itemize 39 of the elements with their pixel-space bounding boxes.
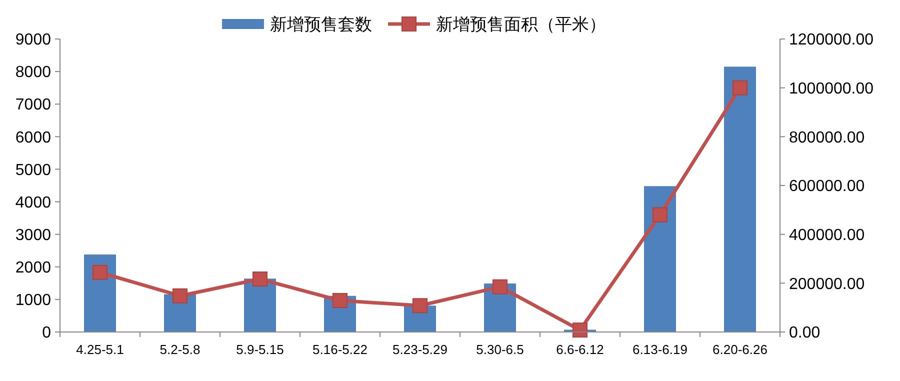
point (732, 80, 748, 96)
bar (724, 66, 756, 332)
y-tick-label: 1000 (15, 292, 52, 310)
x-tick-label: 5.23-5.29 (392, 342, 448, 357)
legend-label: 新增预售面积（平米） (436, 15, 606, 34)
point (412, 298, 428, 314)
point (492, 279, 508, 294)
x-tick-label: 5.9-5.15 (236, 342, 284, 357)
x-tick-label: 5.16-5.22 (312, 342, 368, 357)
y2-tick-label: 800000.00 (789, 129, 865, 146)
point (92, 264, 108, 280)
x-tick-label: 6.6-6.12 (556, 342, 604, 357)
point (252, 272, 268, 287)
x-tick-label: 6.13-6.19 (632, 342, 688, 357)
x-tick-label: 5.2-5.8 (160, 342, 200, 357)
y-tick-label: 7000 (15, 96, 52, 114)
y-tick-label: 4000 (15, 194, 52, 212)
y2-tick-label: 600000.00 (789, 178, 865, 196)
y2-tick-label: 0.00 (789, 324, 820, 342)
y-tick-label: 2000 (15, 259, 52, 276)
y2-tick-label: 400000.00 (789, 226, 865, 244)
y2-tick-label: 200000.00 (789, 276, 865, 293)
bar (644, 186, 676, 332)
y-tick-label: 9000 (15, 32, 52, 49)
y-tick-label: 5000 (15, 162, 52, 179)
point (652, 207, 668, 222)
y-tick-label: 6000 (15, 129, 52, 146)
y2-tick-label: 1200000.00 (789, 32, 874, 49)
point (332, 293, 348, 308)
point (572, 322, 588, 338)
y-tick-label: 0 (42, 324, 52, 342)
x-tick-label: 6.20-6.26 (712, 342, 768, 357)
y-tick-label: 8000 (15, 64, 52, 82)
y-tick-label: 3000 (15, 226, 52, 244)
point (172, 288, 188, 304)
y2-tick-label: 1000000.00 (789, 80, 874, 98)
legend-label: 新增预售套数 (270, 15, 372, 34)
x-tick-label: 4.25-5.1 (76, 342, 124, 357)
x-tick-label: 5.30-6.5 (476, 342, 524, 357)
